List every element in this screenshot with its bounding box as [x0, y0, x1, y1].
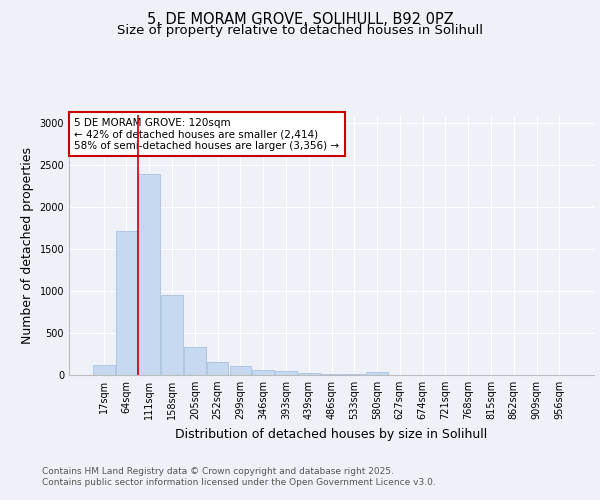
Bar — [320, 374, 343, 375]
Bar — [366, 372, 388, 375]
Bar — [230, 366, 251, 375]
Text: Contains public sector information licensed under the Open Government Licence v3: Contains public sector information licen… — [42, 478, 436, 487]
Bar — [93, 364, 115, 375]
Bar — [298, 374, 320, 375]
Text: 5 DE MORAM GROVE: 120sqm
← 42% of detached houses are smaller (2,414)
58% of sem: 5 DE MORAM GROVE: 120sqm ← 42% of detach… — [74, 118, 340, 151]
Bar — [343, 374, 365, 375]
Bar — [161, 296, 183, 375]
X-axis label: Distribution of detached houses by size in Solihull: Distribution of detached houses by size … — [175, 428, 488, 440]
Bar — [275, 371, 297, 375]
Bar — [116, 230, 137, 375]
Text: Size of property relative to detached houses in Solihull: Size of property relative to detached ho… — [117, 24, 483, 37]
Text: Contains HM Land Registry data © Crown copyright and database right 2025.: Contains HM Land Registry data © Crown c… — [42, 467, 394, 476]
Bar — [184, 348, 206, 375]
Text: 5, DE MORAM GROVE, SOLIHULL, B92 0PZ: 5, DE MORAM GROVE, SOLIHULL, B92 0PZ — [146, 12, 454, 28]
Bar — [139, 174, 160, 375]
Bar — [253, 370, 274, 375]
Y-axis label: Number of detached properties: Number of detached properties — [21, 146, 34, 344]
Bar — [207, 362, 229, 375]
